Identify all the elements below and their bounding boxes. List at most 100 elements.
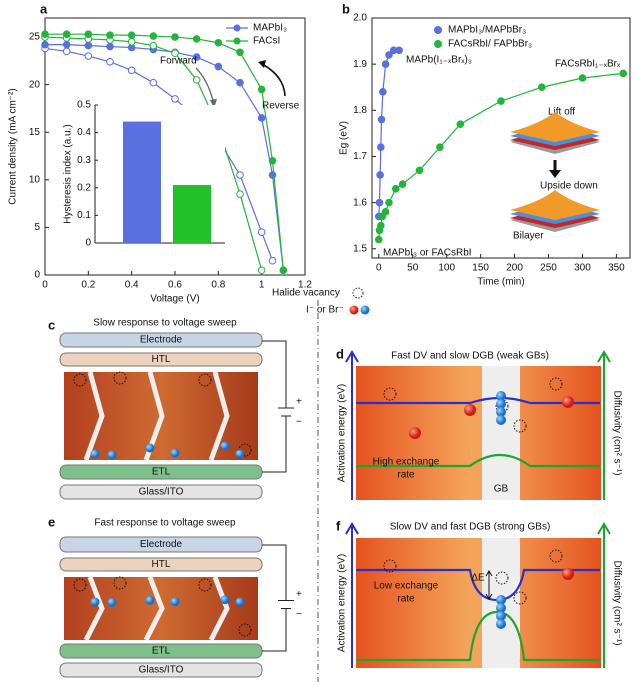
energy-bg: [356, 538, 601, 668]
legend-label: FACsI: [253, 36, 280, 47]
y-axis-label: Current density (mA cm⁻²): [8, 88, 19, 204]
forward-marker: [62, 47, 71, 56]
series-marker: [398, 180, 407, 188]
legend-label: MAPbI₃/MAPbBr₃: [448, 25, 526, 36]
vacancy: [198, 373, 212, 387]
vacancy: [513, 419, 527, 433]
circuit: [262, 340, 294, 473]
y-tick-label: 0.2: [77, 182, 91, 193]
ion-icon: [349, 305, 359, 315]
forward-marker: [106, 57, 114, 66]
ion: [496, 611, 506, 621]
forward-marker: [236, 190, 244, 198]
layer: [59, 352, 263, 367]
vacancy: [73, 373, 87, 387]
annotation: Bilayer: [513, 231, 544, 242]
ion: [107, 450, 117, 460]
panel-title: Slow response to voltage sweep: [93, 318, 237, 329]
x-tick-label: 0: [42, 280, 48, 291]
annotation: Forward: [160, 56, 197, 67]
arrow: [261, 63, 286, 97]
forward-marker: [149, 41, 158, 50]
ion: [496, 595, 506, 605]
rate-label: rate: [397, 470, 415, 481]
grain-boundary: [208, 576, 230, 642]
bar: [123, 121, 161, 243]
battery-sign: +: [296, 589, 302, 600]
annotation: MAPbI₃ or FACsRbI: [383, 248, 472, 259]
legend-label: I⁻ or Br⁻: [306, 305, 344, 316]
grain-boundary: [143, 576, 165, 642]
x-tick-label: 250: [540, 263, 557, 274]
y-tick-label: 2.0: [353, 13, 367, 24]
y-tick-label: 10: [29, 174, 41, 185]
ion: [496, 415, 506, 425]
battery-sign: +: [296, 397, 302, 408]
layer: [59, 557, 263, 572]
series-marker: [395, 46, 403, 55]
legend-label: Halide vacancy: [272, 288, 340, 299]
ion: [496, 391, 506, 401]
legend-label: FACsRbI/ FAPbBr₃: [448, 39, 532, 50]
reverse-marker: [84, 41, 93, 50]
annotation: Reverse: [262, 101, 300, 112]
y-axis-label: Hysteresis index (a.u.): [63, 124, 74, 223]
legend-label: MAPbI₃: [253, 23, 287, 34]
vacancy: [113, 576, 127, 590]
ion: [170, 597, 180, 607]
x-tick-label: 0.2: [81, 280, 95, 291]
reverse-marker: [106, 42, 114, 51]
grain-boundary: [83, 371, 105, 461]
right-axis: [597, 522, 611, 668]
y-tick-label: 1.8: [353, 105, 367, 116]
series-marker: [385, 51, 393, 59]
ion: [170, 448, 180, 458]
forward-marker: [127, 66, 136, 75]
legend-marker: [434, 40, 442, 48]
annotation: Upside down: [540, 181, 598, 192]
panel-title: Fast response to voltage sweep: [94, 518, 236, 529]
y-tick-label: 0.1: [77, 210, 91, 221]
left-axis: [345, 522, 359, 668]
forward-marker: [268, 256, 277, 265]
x-tick-label: 1.2: [298, 280, 312, 291]
grain-boundary: [208, 371, 230, 461]
y-tick-label: 1.9: [353, 59, 367, 70]
ion: [409, 427, 421, 439]
layer: [59, 484, 263, 500]
ion: [220, 595, 230, 605]
y-tick-label: 1.7: [353, 151, 367, 162]
arrow-head: [549, 170, 561, 178]
x-tick-label: 0.8: [211, 280, 225, 291]
series-marker: [379, 88, 387, 96]
y-tick-label: 25: [29, 32, 41, 43]
panel-label: a: [40, 1, 48, 16]
annotation: MAPb(I₁₋ₓBrₓ)₃: [406, 55, 472, 66]
film-layer: [510, 112, 600, 142]
forward-marker: [127, 37, 136, 46]
layer-label: ETL: [152, 646, 171, 657]
ion: [235, 449, 245, 459]
series-marker: [497, 97, 505, 105]
reverse-marker: [192, 35, 201, 43]
vacancy: [549, 549, 563, 563]
annotation: FACsRbI₁₋ₓBrₓ: [555, 59, 621, 70]
reverse-marker: [62, 30, 71, 38]
layer: [59, 662, 263, 678]
ion: [145, 443, 155, 453]
y-tick-label: 1.5: [353, 243, 367, 254]
panel-title: Slow DV and fast DGB (strong GBs): [390, 522, 551, 533]
forward-marker: [192, 76, 201, 84]
ion: [496, 399, 506, 409]
panel-label: d: [336, 346, 344, 361]
reverse-marker: [41, 30, 49, 38]
reverse-marker: [149, 32, 158, 40]
series-marker: [381, 60, 390, 68]
y-tick-label: 0: [85, 238, 91, 249]
x-tick-label: 0.4: [125, 280, 139, 291]
y-tick-label: 0.3: [77, 155, 91, 166]
x-tick-label: 50: [407, 263, 419, 274]
layer-label: Glass/ITO: [139, 487, 184, 498]
x-tick-label: 150: [472, 263, 489, 274]
